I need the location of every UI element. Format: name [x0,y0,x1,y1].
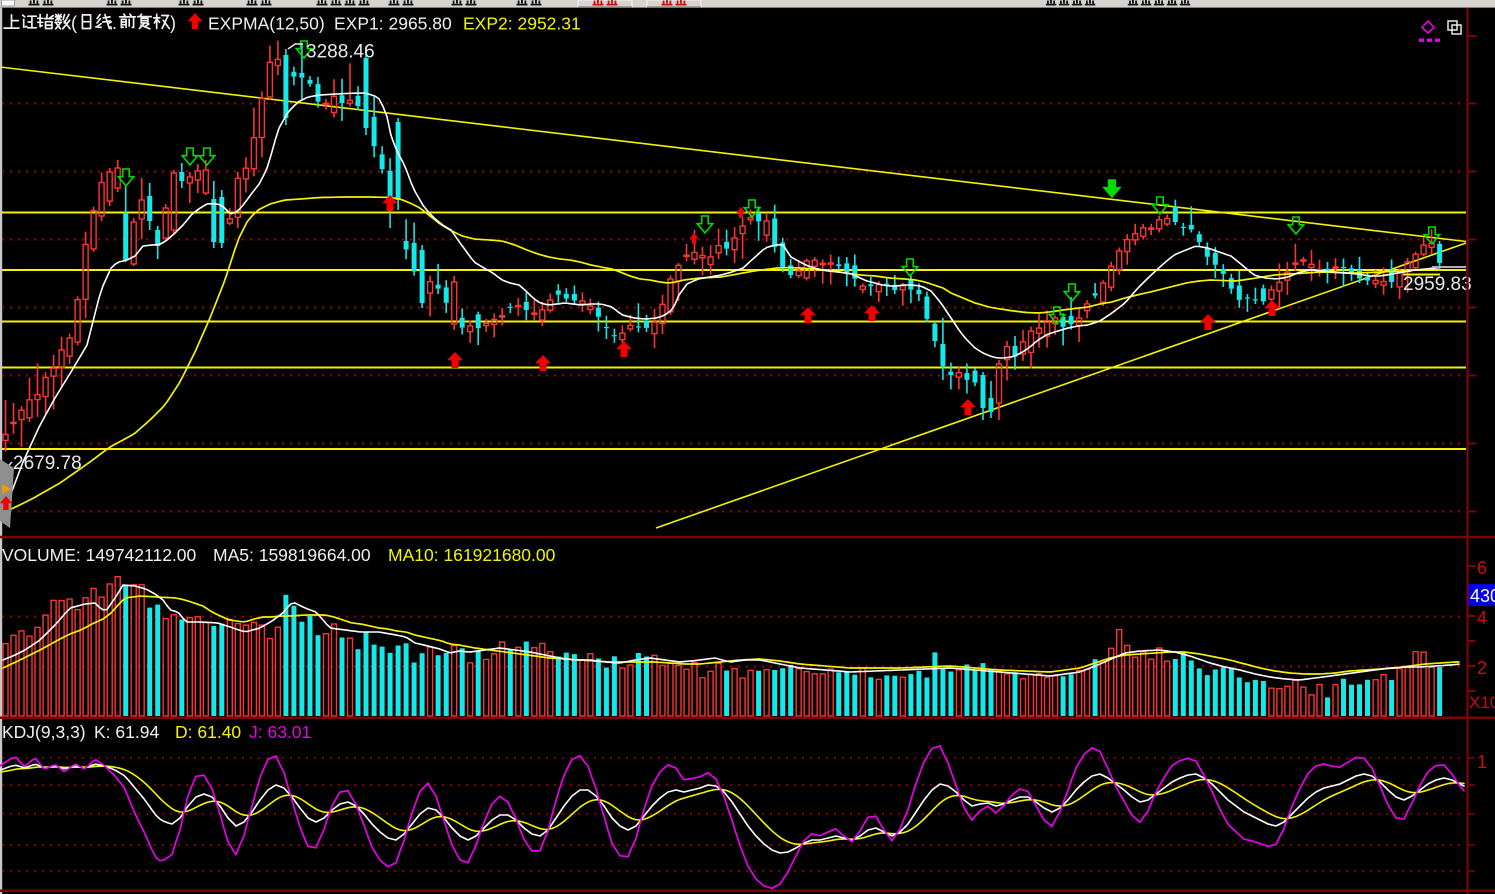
svg-text:6: 6 [1477,558,1487,578]
svg-text:.: . [112,13,117,33]
svg-text:X10: X10 [1469,693,1495,712]
svg-text:2679.78: 2679.78 [13,453,82,474]
svg-text:EXP2: 2952.31: EXP2: 2952.31 [463,14,581,34]
svg-text:4: 4 [1477,608,1487,628]
svg-text:430: 430 [1470,586,1495,606]
svg-text:2: 2 [1477,658,1487,678]
svg-text:MA5: 159819664.00: MA5: 159819664.00 [213,545,371,565]
svg-text:VOLUME: 149742112.00: VOLUME: 149742112.00 [2,545,197,565]
svg-text:MA10: 161921680.00: MA10: 161921680.00 [388,545,556,565]
svg-text:EXP1: 2965.80: EXP1: 2965.80 [334,14,452,34]
svg-text:J: 63.01: J: 63.01 [249,722,311,742]
svg-text:K: 61.94: K: 61.94 [94,722,159,742]
svg-text:(: ( [71,13,77,33]
svg-text:1: 1 [1477,752,1487,772]
svg-text:KDJ(9,3,3): KDJ(9,3,3) [2,722,86,742]
svg-text:3288.46: 3288.46 [306,42,375,63]
svg-text:): ) [170,13,176,33]
svg-text:EXPMA(12,50): EXPMA(12,50) [208,14,325,34]
svg-text:2959.83: 2959.83 [1403,274,1472,295]
svg-text:D: 61.40: D: 61.40 [175,722,241,742]
